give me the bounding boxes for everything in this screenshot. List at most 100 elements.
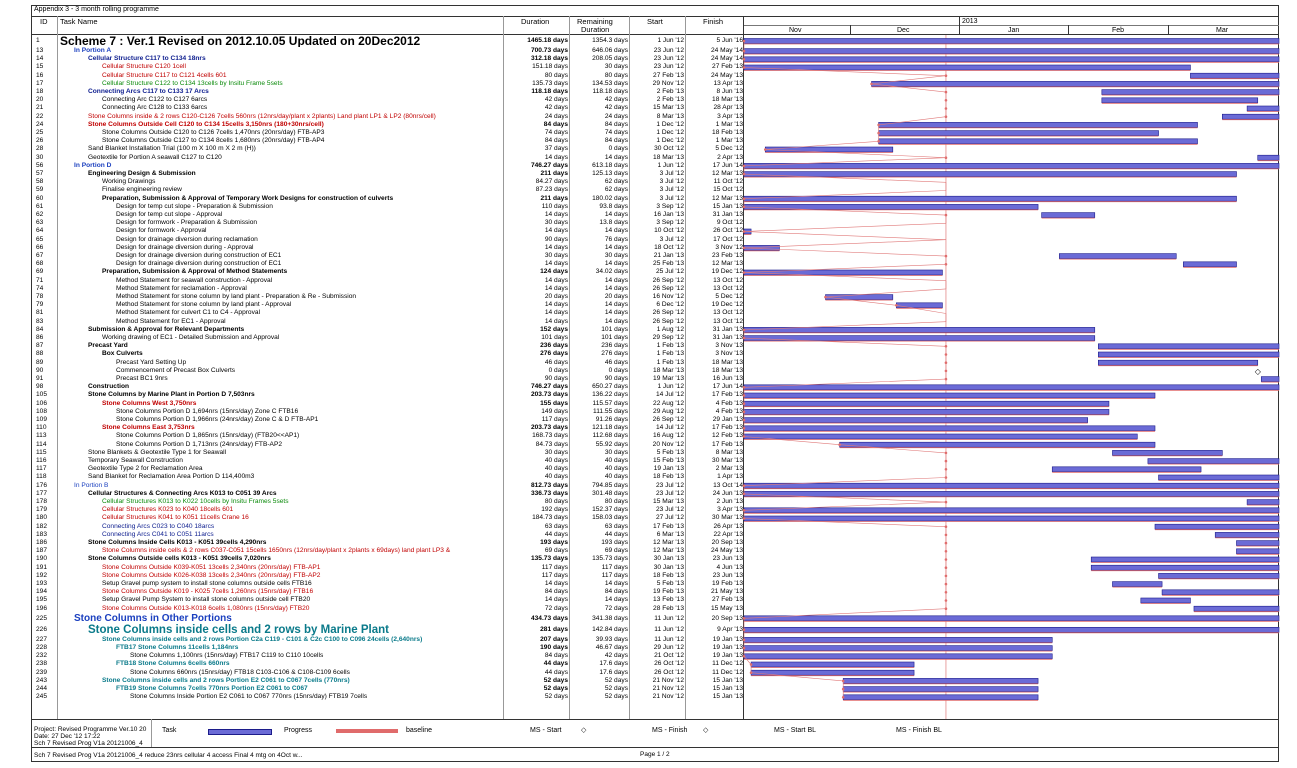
task-duration: 30 days <box>544 448 568 456</box>
task-remaining: 42 days <box>604 652 628 660</box>
task-remaining: 0 days <box>608 366 628 374</box>
progress-line <box>825 288 946 298</box>
task-name: Stone Blankets & Geotextile Type 1 for S… <box>88 448 227 456</box>
task-bar <box>1193 605 1280 612</box>
task-id: 88 <box>36 350 44 358</box>
task-duration: 14 days <box>544 317 568 325</box>
task-remaining: 208.05 days <box>592 55 628 63</box>
task-duration: 14 days <box>544 153 568 161</box>
task-duration: 168.73 days <box>532 432 568 440</box>
task-bar <box>743 269 943 276</box>
task-start: 3 Jul '12 <box>659 178 684 186</box>
task-id: 195 <box>36 596 48 604</box>
task-id: 245 <box>36 693 48 701</box>
task-id: 183 <box>36 530 48 538</box>
task-start: 5 Feb '13 <box>656 448 684 456</box>
task-remaining: 84 days <box>604 120 628 128</box>
task-remaining: 14 days <box>604 276 628 284</box>
task-start: 15 Feb '13 <box>653 457 684 464</box>
task-name: Geotextile for Portion A seawall C127 to… <box>88 153 222 161</box>
task-name: Stone Columns Outside K013-K018 6cells 1… <box>102 604 310 612</box>
task-duration: 40 days <box>544 473 568 481</box>
task-id: 186 <box>36 539 48 546</box>
task-name: In Portion A <box>74 47 112 54</box>
task-start: 25 Feb '13 <box>653 260 684 268</box>
timeline-year: 2013 <box>962 18 978 25</box>
task-name: Connecting Arcs C023 to C040 18arcs <box>102 522 215 530</box>
task-duration: 14 days <box>544 211 568 218</box>
task-duration: 30 days <box>544 219 568 227</box>
task-remaining: 14 days <box>604 309 628 317</box>
task-bar <box>1214 532 1280 538</box>
timeline-month-jan: Jan <box>1008 27 1020 34</box>
task-finish: 24 May '14 <box>710 47 743 54</box>
task-remaining: 90 days <box>604 375 628 382</box>
task-finish: 15 Jan '13 <box>712 202 743 210</box>
task-name: Working Drawings <box>102 178 156 186</box>
task-name: Stone Columns inside cells and 2 rows by… <box>88 623 389 636</box>
task-remaining: 236 days <box>601 342 628 350</box>
progress-line <box>743 67 946 76</box>
task-finish: 19 Jan '13 <box>712 635 743 643</box>
task-duration: 211 days <box>540 194 569 202</box>
task-duration: 37 days <box>544 145 568 153</box>
task-id: 187 <box>36 547 48 555</box>
task-finish: 19 Jan '13 <box>712 652 743 660</box>
task-duration: 14 days <box>544 596 568 604</box>
task-finish: 13 Oct '12 <box>713 317 743 325</box>
task-finish: 4 Feb '13 <box>715 399 743 407</box>
task-name: Design for drainage diversion during con… <box>116 260 282 268</box>
task-bar <box>1154 523 1280 530</box>
task-name: Stone Columns 660nrs (15nrs/day) FTB18 C… <box>130 668 350 676</box>
task-duration: 336.73 days <box>530 489 568 497</box>
task-finish: 12 Mar '13 <box>712 170 743 177</box>
task-id: 116 <box>36 457 47 464</box>
task-duration: 84.27 days <box>535 178 568 186</box>
task-duration: 101 days <box>541 334 568 341</box>
task-id: 98 <box>36 383 44 391</box>
task-bar <box>1236 540 1280 546</box>
task-finish: 17 Feb '13 <box>712 391 743 399</box>
task-start: 20 Nov '12 <box>652 440 684 448</box>
task-id: 244 <box>36 685 48 692</box>
task-id: 17 <box>36 79 44 87</box>
task-start: 27 Jul '12 <box>655 514 684 522</box>
task-duration: 118.18 days <box>531 88 568 95</box>
task-id: 71 <box>36 276 44 284</box>
task-id: 110 <box>36 424 47 432</box>
task-remaining: 650.27 days <box>592 383 628 391</box>
task-name: Precast BC1 9nrs <box>116 375 168 382</box>
task-remaining: 117 days <box>601 563 628 571</box>
task-duration: 44 days <box>544 530 568 538</box>
task-duration: 117 days <box>541 563 568 571</box>
task-bar <box>1098 351 1280 358</box>
task-bar <box>743 163 1280 169</box>
task-remaining: 0 days <box>608 145 628 153</box>
task-duration: 236 days <box>540 342 568 350</box>
task-id: 192 <box>36 571 48 579</box>
task-bar <box>1112 581 1163 587</box>
task-finish: 24 May '13 <box>710 71 743 79</box>
task-start: 13 Feb '13 <box>653 596 684 604</box>
task-id: 182 <box>36 522 48 530</box>
legend-task-label: Task <box>162 727 177 734</box>
task-id: 180 <box>36 514 48 522</box>
task-bar <box>743 335 1096 341</box>
timeline-month-feb: Feb <box>1112 27 1125 34</box>
task-id: 30 <box>36 153 44 161</box>
task-duration: 14 days <box>544 284 568 292</box>
task-name: Connecting Arcs C041 to C051 11arcs <box>102 530 214 538</box>
task-name: Commencement of Precast Box Culverts <box>116 366 236 374</box>
task-remaining: 14 days <box>604 596 628 604</box>
task-name: Stone Columns Outside C127 to C134 8cell… <box>102 137 325 145</box>
task-duration: 124 days <box>540 268 568 276</box>
task-id: 84 <box>36 325 44 333</box>
task-duration: 110 days <box>541 202 568 210</box>
col-remaining-duration: Duration <box>581 25 610 34</box>
task-start: 23 Jul '12 <box>655 481 684 489</box>
task-finish: 28 Apr '13 <box>713 104 744 112</box>
task-duration: 434.73 days <box>530 614 568 622</box>
progress-line <box>743 190 946 199</box>
legend-ms-start-bl-label: MS - Start BL <box>774 727 817 734</box>
task-finish: 12 Mar '13 <box>712 194 743 202</box>
